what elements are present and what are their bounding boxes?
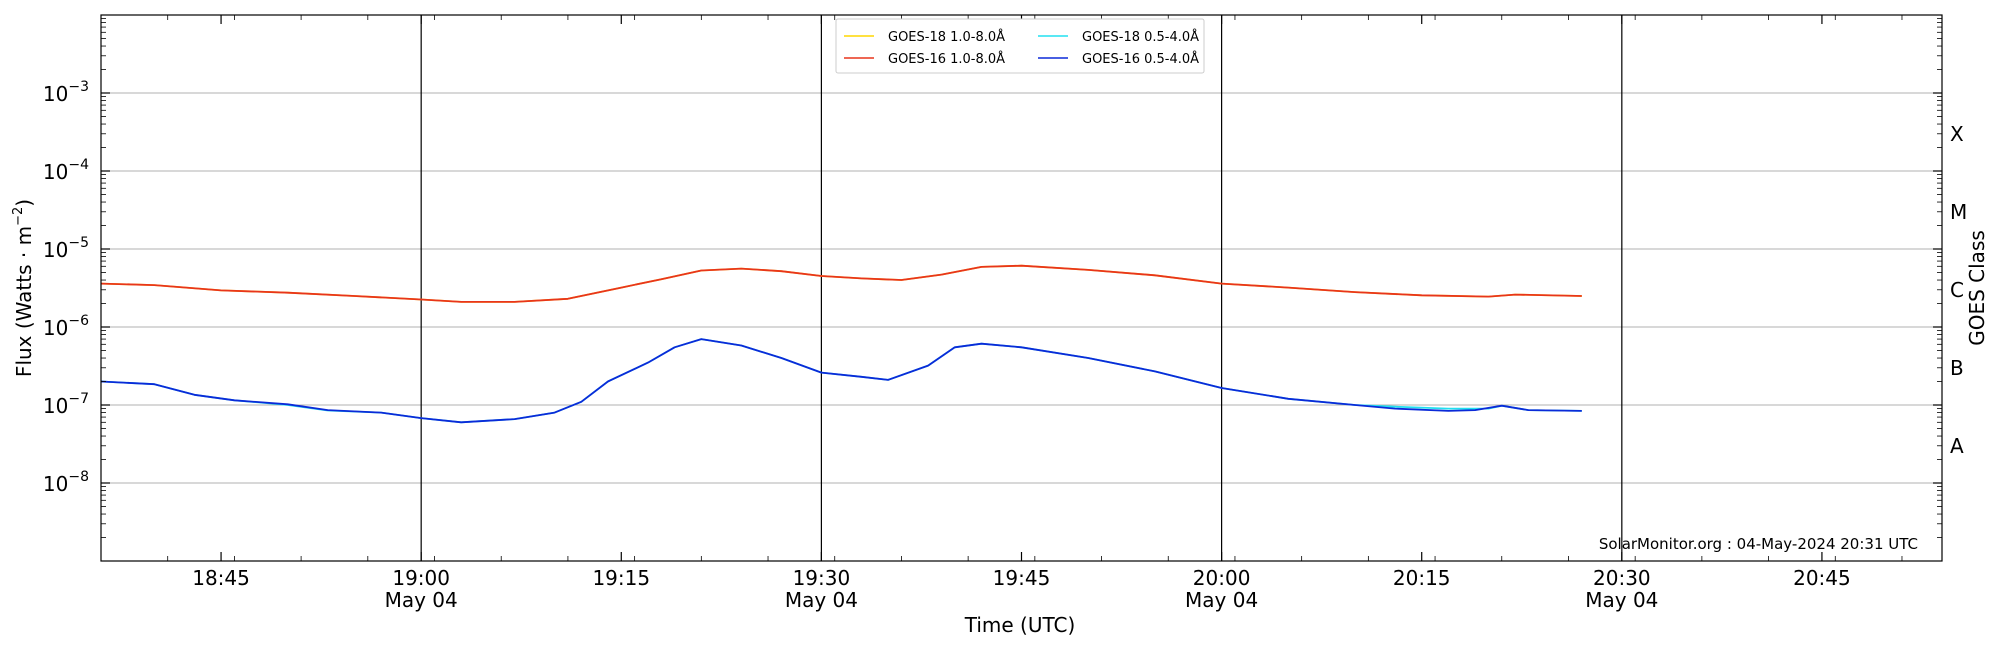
y-tick-label: 10−8: [43, 469, 89, 496]
y-tick-base: 10: [43, 316, 68, 340]
goes-class-label: X: [1950, 122, 1964, 146]
x-tick-date-label: May 04: [1585, 588, 1658, 612]
goes-class-label: C: [1950, 278, 1964, 302]
y-axis-title-main: Flux (Watts · m: [12, 226, 36, 377]
plot-frame: [100, 14, 1943, 562]
y-tick-exponent: −4: [68, 157, 89, 173]
y-tick-base: 10: [43, 160, 68, 184]
y-axis-title-sup: −2: [11, 207, 26, 226]
y-tick-label: 10−6: [43, 313, 89, 340]
series-line-1: [100, 264, 1582, 303]
goes-class-label: B: [1950, 356, 1964, 380]
x-tick-label: 20:00: [1193, 566, 1251, 590]
x-tick-date-label: May 04: [1185, 588, 1258, 612]
y-tick-exponent: −8: [68, 469, 89, 485]
goes-class-label: A: [1950, 434, 1964, 458]
legend-label: GOES-18 1.0-8.0Å: [888, 29, 1005, 45]
goes-class-label: M: [1950, 200, 1967, 224]
vline-layer: [420, 15, 1623, 561]
x-tick-date-label: May 04: [385, 588, 458, 612]
x-tick-label: 20:15: [1393, 566, 1451, 590]
x-tick-label: 19:00: [392, 566, 450, 590]
y-tick-base: 10: [43, 82, 68, 106]
x-tick-date-label: May 04: [785, 588, 858, 612]
y-tick-exponent: −3: [68, 79, 89, 95]
y-axis-title-close: ): [12, 199, 36, 207]
legend: GOES-18 1.0-8.0Å GOES-18 0.5-4.0Å GOES-16 …: [835, 18, 1205, 74]
y-tick-exponent: −7: [68, 391, 89, 407]
grid-layer: [101, 92, 1942, 484]
y-tick-label: 10−3: [43, 79, 89, 106]
x-tick-label: 20:30: [1593, 566, 1651, 590]
y-axis-title: Flux (Watts · m−2): [11, 199, 36, 377]
y-tick-exponent: −5: [68, 235, 89, 251]
legend-label: GOES-18 0.5-4.0Å: [1082, 29, 1199, 45]
right-axis-title: GOES Class: [1965, 230, 1989, 346]
series-line-2: [100, 264, 1582, 303]
series-line-4: [100, 338, 1582, 424]
series-layer: [100, 264, 1582, 424]
y-tick-label: 10−4: [43, 157, 89, 184]
legend-label: GOES-16 0.5-4.0Å: [1082, 51, 1199, 67]
legend-box: [835, 18, 1205, 74]
x-tick-label: 19:45: [993, 566, 1051, 590]
y-tick-base: 10: [43, 394, 68, 418]
x-tick-label: 20:45: [1793, 566, 1851, 590]
credit-text: SolarMonitor.org : 04-May-2024 20:31 UTC: [1599, 535, 1918, 553]
y-tick-base: 10: [43, 238, 68, 262]
y-tick-exponent: −6: [68, 313, 89, 329]
y-tick-label: 10−5: [43, 235, 89, 262]
x-tick-label: 19:15: [592, 566, 650, 590]
y-tick-label: 10−7: [43, 391, 89, 418]
x-axis-title: Time (UTC): [964, 613, 1076, 637]
legend-label: GOES-16 1.0-8.0Å: [888, 51, 1005, 67]
y-tick-base: 10: [43, 472, 68, 496]
x-tick-label: 19:30: [793, 566, 851, 590]
x-tick-label: 18:45: [192, 566, 250, 590]
